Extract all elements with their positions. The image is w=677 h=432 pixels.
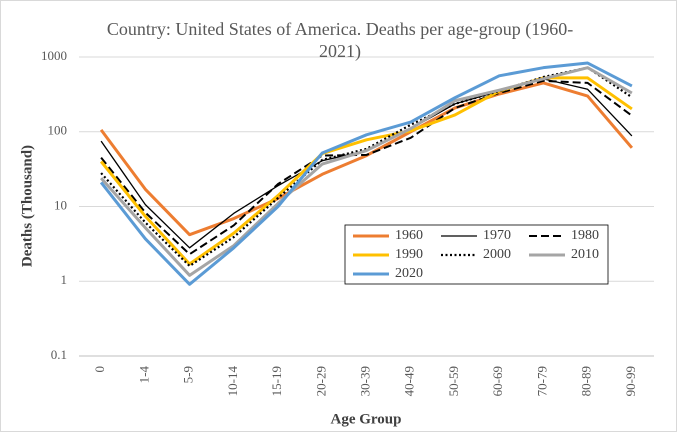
- y-tick-label: 1000: [41, 48, 67, 63]
- x-tick-label: 15-19: [269, 366, 284, 396]
- legend-label: 2000: [483, 247, 511, 262]
- legend-label: 1980: [571, 228, 599, 243]
- x-tick-label: 40-49: [402, 366, 417, 396]
- x-tick-label: 5-9: [181, 366, 196, 383]
- legend-label: 1960: [395, 228, 423, 243]
- x-tick-label: 20-29: [313, 366, 328, 396]
- y-axis-label: Deaths (Thousand): [19, 145, 35, 267]
- x-tick-label: 80-89: [579, 366, 594, 396]
- x-tick-label: 60-69: [490, 366, 505, 396]
- legend-label: 2020: [395, 266, 423, 281]
- legend-label: 2010: [571, 247, 599, 262]
- x-tick-label: 10-14: [225, 366, 240, 397]
- legend-label: 1970: [483, 228, 511, 243]
- legend-label: 1990: [395, 247, 423, 262]
- y-tick-label: 0.1: [51, 347, 67, 362]
- series-line: [99, 66, 633, 277]
- x-axis-label: Age Group: [331, 411, 402, 427]
- x-tick-label: 70-79: [534, 366, 549, 396]
- series-line: [100, 79, 633, 256]
- chart-title: Country: United States of America. Death…: [106, 19, 574, 61]
- series-line: [99, 61, 633, 286]
- series-line: [100, 66, 633, 268]
- y-tick-label: 100: [48, 123, 68, 138]
- y-tick-label: 10: [54, 197, 67, 212]
- x-tick-label: 90-99: [623, 366, 638, 396]
- x-tick-label: 30-39: [357, 366, 372, 396]
- x-tick-label: 1-4: [136, 366, 151, 384]
- y-tick-label: 1: [61, 272, 68, 287]
- x-tick-label: 0: [92, 366, 107, 373]
- x-tick-label: 50-59: [446, 366, 461, 396]
